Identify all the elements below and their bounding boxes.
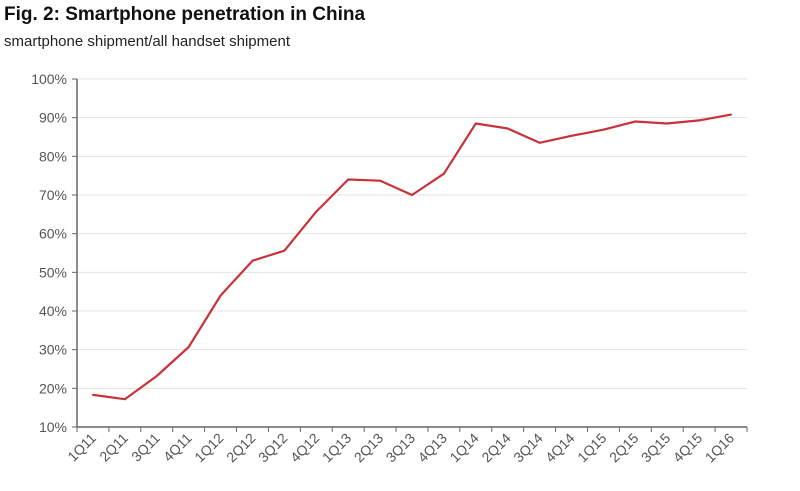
chart-subtitle: smartphone shipment/all handset shipment [4,33,290,50]
y-tick-label: 30% [39,342,67,358]
gridlines [77,78,747,389]
data-point [251,259,254,262]
x-tick-label: 1Q11 [64,430,99,465]
data-point [315,210,318,213]
x-tick-label: 1Q14 [446,430,482,466]
y-tick-label: 100% [31,71,67,87]
x-tick-label: 2Q11 [96,430,131,465]
data-point [602,128,605,131]
x-tick-label: 1Q13 [319,430,355,466]
data-point [347,178,350,181]
y-tick-label: 80% [39,148,67,164]
data-point [506,127,509,130]
data-point [730,113,733,116]
x-tick-label: 4Q13 [414,430,450,466]
y-tick-label: 40% [39,303,67,319]
data-point [219,294,222,297]
data-point [411,194,413,196]
x-tick-label: 2Q12 [223,430,259,466]
x-tick-label: 2Q15 [606,430,642,466]
data-point [538,141,541,144]
x-tick-label: 3Q13 [383,430,419,466]
y-axis-ticks: 10% 20% 30% 40% 50% 60% 70% 80% 90% 100% [31,71,77,435]
data-point [91,393,94,396]
series-line [92,113,732,401]
x-tick-label: 3Q11 [128,430,163,465]
x-tick-label: 4Q12 [287,430,323,466]
x-tick-label: 1Q16 [702,430,738,466]
x-tick-label: 4Q11 [160,430,195,465]
series-group [91,113,733,401]
x-axis-ticks: 1Q112Q113Q114Q111Q122Q123Q124Q121Q132Q13… [64,427,748,466]
x-tick-label: 1Q12 [191,430,227,466]
data-point [442,172,445,175]
x-tick-label: 1Q15 [574,430,610,466]
y-tick-label: 10% [39,419,67,435]
x-tick-label: 3Q12 [255,430,291,466]
x-tick-label: 2Q14 [478,430,514,466]
x-tick-label: 3Q15 [638,430,674,466]
y-tick-label: 50% [39,264,67,280]
x-tick-label: 4Q15 [670,430,706,466]
data-point [155,374,158,377]
data-point [698,119,701,122]
chart-title: Fig. 2: Smartphone penetration in China [4,4,366,25]
data-point [474,122,477,125]
y-tick-label: 60% [39,226,67,242]
data-point [123,398,126,401]
data-point [666,122,669,125]
data-point [187,345,190,348]
data-point [570,134,573,137]
axes [76,79,747,428]
data-point [634,120,637,123]
x-tick-label: 2Q13 [351,430,387,466]
y-tick-label: 70% [39,187,67,203]
data-point [283,249,286,252]
y-tick-label: 90% [39,110,67,126]
x-tick-label: 3Q14 [510,430,546,466]
data-point [379,179,382,182]
y-tick-label: 20% [39,380,67,396]
x-tick-label: 4Q14 [542,430,578,466]
